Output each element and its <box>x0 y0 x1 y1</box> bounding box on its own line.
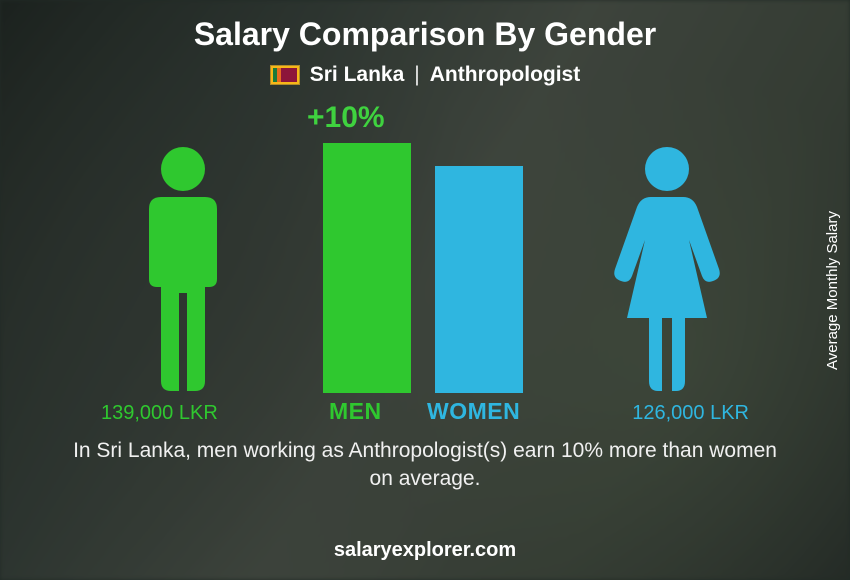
side-caption-wrap: Average Monthly Salary <box>818 0 846 580</box>
women-salary-label: 126,000 LKR <box>632 402 749 425</box>
men-salary-label: 139,000 LKR <box>101 402 218 425</box>
subtitle-row: Sri Lanka | Anthropologist <box>270 63 580 87</box>
country-label: Sri Lanka <box>310 63 405 87</box>
pct-delta-label: +10% <box>307 101 385 135</box>
man-svg <box>123 143 243 393</box>
chart-area: +10% 139,000 LKR MEN WOMEN 126,000 LKR <box>105 101 745 431</box>
woman-icon <box>607 143 727 393</box>
bar-men <box>323 143 411 393</box>
footer-source: salaryexplorer.com <box>0 539 850 562</box>
side-caption: Average Monthly Salary <box>824 211 841 370</box>
job-label: Anthropologist <box>430 63 580 87</box>
infographic-content: Salary Comparison By Gender Sri Lanka | … <box>0 0 850 580</box>
flag-icon <box>270 65 300 85</box>
bar-women <box>435 166 523 393</box>
subtitle-separator: | <box>414 63 419 87</box>
women-axis-label: WOMEN <box>427 398 520 425</box>
page-title: Salary Comparison By Gender <box>194 16 656 53</box>
woman-svg <box>607 143 727 393</box>
summary-text: In Sri Lanka, men working as Anthropolog… <box>65 437 785 494</box>
man-icon <box>123 143 243 393</box>
men-axis-label: MEN <box>329 398 382 425</box>
